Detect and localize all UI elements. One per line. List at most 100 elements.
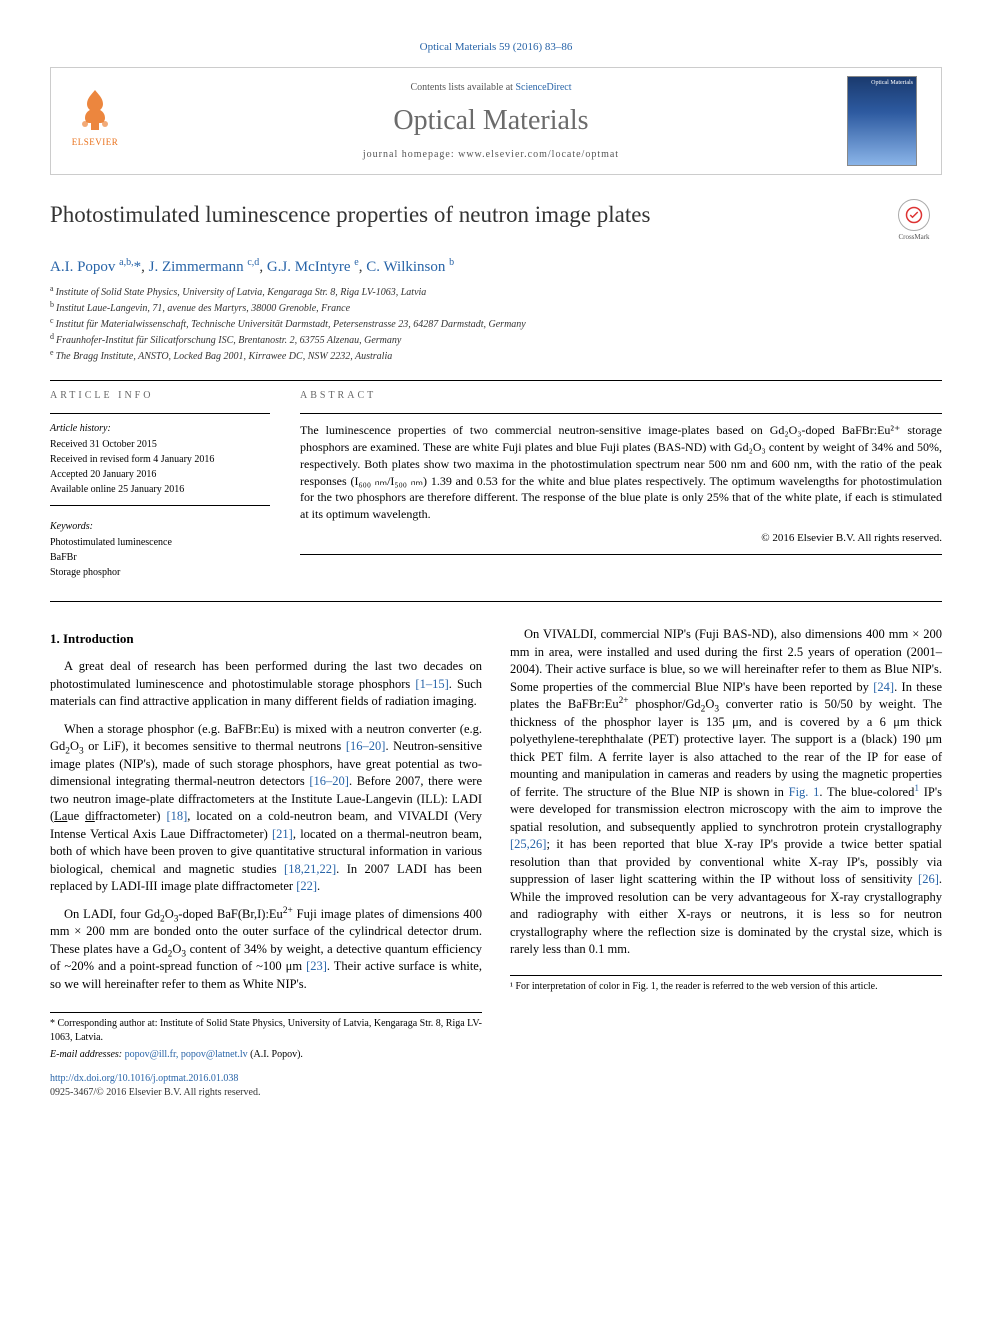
citation-link[interactable]: [25,26] <box>510 837 546 851</box>
affiliation: dFraunhofer-Institut für Silicatforschun… <box>50 334 942 348</box>
journal-title: Optical Materials <box>135 101 847 140</box>
cover-label: Optical Materials <box>871 79 913 87</box>
doi-link[interactable]: http://dx.doi.org/10.1016/j.optmat.2016.… <box>50 1073 238 1084</box>
affil-sup: a <box>50 284 54 293</box>
homepage-url[interactable]: www.elsevier.com/locate/optmat <box>458 149 619 160</box>
affil-text: The Bragg Institute, ANSTO, Locked Bag 2… <box>56 351 393 362</box>
affiliation: bInstitut Laue-Langevin, 71, avenue des … <box>50 302 942 316</box>
citation-link[interactable]: [16–20] <box>309 774 349 788</box>
divider <box>50 413 270 414</box>
publisher-name: ELSEVIER <box>72 136 119 149</box>
citation-link[interactable]: [18] <box>166 809 187 823</box>
figure-link[interactable]: Fig. 1 <box>789 785 820 799</box>
footnote-text: ¹ For interpretation of color in Fig. 1,… <box>510 980 942 994</box>
section-number: 1. <box>50 631 60 646</box>
cover-thumbnail-block: Optical Materials <box>847 76 927 166</box>
abstract: ABSTRACT The luminescence properties of … <box>300 389 942 581</box>
divider <box>50 601 942 602</box>
affil-sup: e <box>50 348 54 357</box>
citation-link[interactable]: [1–15] <box>415 677 448 691</box>
issn-copyright: 0925-3467/© 2016 Elsevier B.V. All right… <box>50 1086 482 1100</box>
affil-sup: c <box>50 316 54 325</box>
author-affil-sup[interactable]: e <box>354 257 358 268</box>
author-link[interactable]: A.I. Popov <box>50 259 115 275</box>
affiliation: cInstitut für Materialwissenschaft, Tech… <box>50 318 942 332</box>
email-line: E-mail addresses: popov@ill.fr, popov@la… <box>50 1048 482 1062</box>
header-center: Contents lists available at ScienceDirec… <box>135 81 847 162</box>
keywords-label: Keywords: <box>50 520 270 534</box>
affiliation: eThe Bragg Institute, ANSTO, Locked Bag … <box>50 350 942 364</box>
keyword: Storage phosphor <box>50 566 270 580</box>
divider <box>300 554 942 555</box>
author-affil-sup[interactable]: c,d <box>247 257 259 268</box>
journal-homepage: journal homepage: www.elsevier.com/locat… <box>135 148 847 162</box>
citation-link[interactable]: [26] <box>918 872 939 886</box>
journal-header: ELSEVIER Contents lists available at Sci… <box>50 67 942 175</box>
section-heading: 1. Introduction <box>50 630 482 648</box>
email-label: E-mail addresses: <box>50 1049 125 1060</box>
footer: http://dx.doi.org/10.1016/j.optmat.2016.… <box>50 1072 482 1100</box>
homepage-prefix: journal homepage: <box>363 149 458 160</box>
footnote-link[interactable]: 1 <box>914 784 919 794</box>
affiliation: aInstitute of Solid State Physics, Unive… <box>50 286 942 300</box>
history-item: Received 31 October 2015 <box>50 438 270 452</box>
author-affil-sup[interactable]: b <box>449 257 454 268</box>
affil-text: Institut für Materialwissenschaft, Techn… <box>56 319 526 330</box>
keyword: BaFBr <box>50 551 270 565</box>
author-link[interactable]: J. Zimmermann <box>149 259 244 275</box>
citation-link[interactable]: [21] <box>272 827 293 841</box>
citation-link[interactable]: [18,21,22] <box>284 862 336 876</box>
crossmark-badge[interactable]: CrossMark <box>886 199 942 243</box>
article-title: Photostimulated luminescence properties … <box>50 199 650 231</box>
sciencedirect-link[interactable]: ScienceDirect <box>515 82 571 93</box>
body-paragraph: A great deal of research has been perfor… <box>50 658 482 711</box>
crossmark-icon <box>898 199 930 231</box>
journal-cover-thumbnail[interactable]: Optical Materials <box>847 76 917 166</box>
author-link[interactable]: C. Wilkinson <box>366 259 445 275</box>
contents-prefix: Contents lists available at <box>410 82 515 93</box>
history-item: Available online 25 January 2016 <box>50 483 270 497</box>
corresponding-marker[interactable]: * <box>134 259 142 275</box>
citation-link[interactable]: [22] <box>296 879 317 893</box>
history-item: Accepted 20 January 2016 <box>50 468 270 482</box>
keyword: Photostimulated luminescence <box>50 536 270 550</box>
contents-available: Contents lists available at ScienceDirec… <box>135 81 847 95</box>
info-label: ARTICLE INFO <box>50 389 270 403</box>
author-affil-sup[interactable]: a,b, <box>119 257 133 268</box>
citation-link[interactable]: [16–20] <box>346 739 386 753</box>
abstract-text: The luminescence properties of two comme… <box>300 422 942 523</box>
publisher-logo-block: ELSEVIER <box>65 86 135 156</box>
abstract-label: ABSTRACT <box>300 389 942 403</box>
info-abstract-row: ARTICLE INFO Article history: Received 3… <box>50 389 942 581</box>
authors: A.I. Popov a,b,*, J. Zimmermann c,d, G.J… <box>50 257 942 278</box>
divider <box>50 380 942 381</box>
affil-text: Institut Laue-Langevin, 71, avenue des M… <box>56 303 350 314</box>
affil-sup: b <box>50 300 54 309</box>
affil-sup: d <box>50 332 54 341</box>
body-paragraph: On VIVALDI, commercial NIP's (Fuji BAS-N… <box>510 626 942 959</box>
affil-text: Institute of Solid State Physics, Univer… <box>56 287 427 298</box>
history-item: Received in revised form 4 January 2016 <box>50 453 270 467</box>
email-link[interactable]: popov@ill.fr, popov@latnet.lv <box>125 1049 248 1060</box>
page: Optical Materials 59 (2016) 83–86 ELSEVI… <box>0 0 992 1140</box>
body-paragraph: On LADI, four Gd2O3-doped BaF(Br,I):Eu2+… <box>50 906 482 994</box>
abstract-copyright: © 2016 Elsevier B.V. All rights reserved… <box>300 531 942 546</box>
section-title: Introduction <box>63 631 134 646</box>
body-paragraph: When a storage phosphor (e.g. BaFBr:Eu) … <box>50 721 482 896</box>
article-title-row: Photostimulated luminescence properties … <box>50 199 942 243</box>
divider <box>50 505 270 506</box>
email-author: (A.I. Popov). <box>248 1049 303 1060</box>
author-link[interactable]: G.J. McIntyre <box>267 259 351 275</box>
elsevier-tree-icon <box>71 86 119 134</box>
crossmark-label: CrossMark <box>898 233 929 243</box>
divider <box>300 413 942 414</box>
citation-link[interactable]: [23] <box>306 959 327 973</box>
footnote-right: ¹ For interpretation of color in Fig. 1,… <box>510 975 942 994</box>
journal-reference: Optical Materials 59 (2016) 83–86 <box>50 40 942 55</box>
affil-text: Fraunhofer-Institut für Silicatforschung… <box>56 335 401 346</box>
citation-link[interactable]: [24] <box>873 680 894 694</box>
corresponding-author-note: * Corresponding author at: Institute of … <box>50 1017 482 1045</box>
article-body: 1. Introduction A great deal of research… <box>50 626 942 1000</box>
elsevier-logo[interactable]: ELSEVIER <box>65 86 125 156</box>
footnote-left: * Corresponding author at: Institute of … <box>50 1012 482 1062</box>
